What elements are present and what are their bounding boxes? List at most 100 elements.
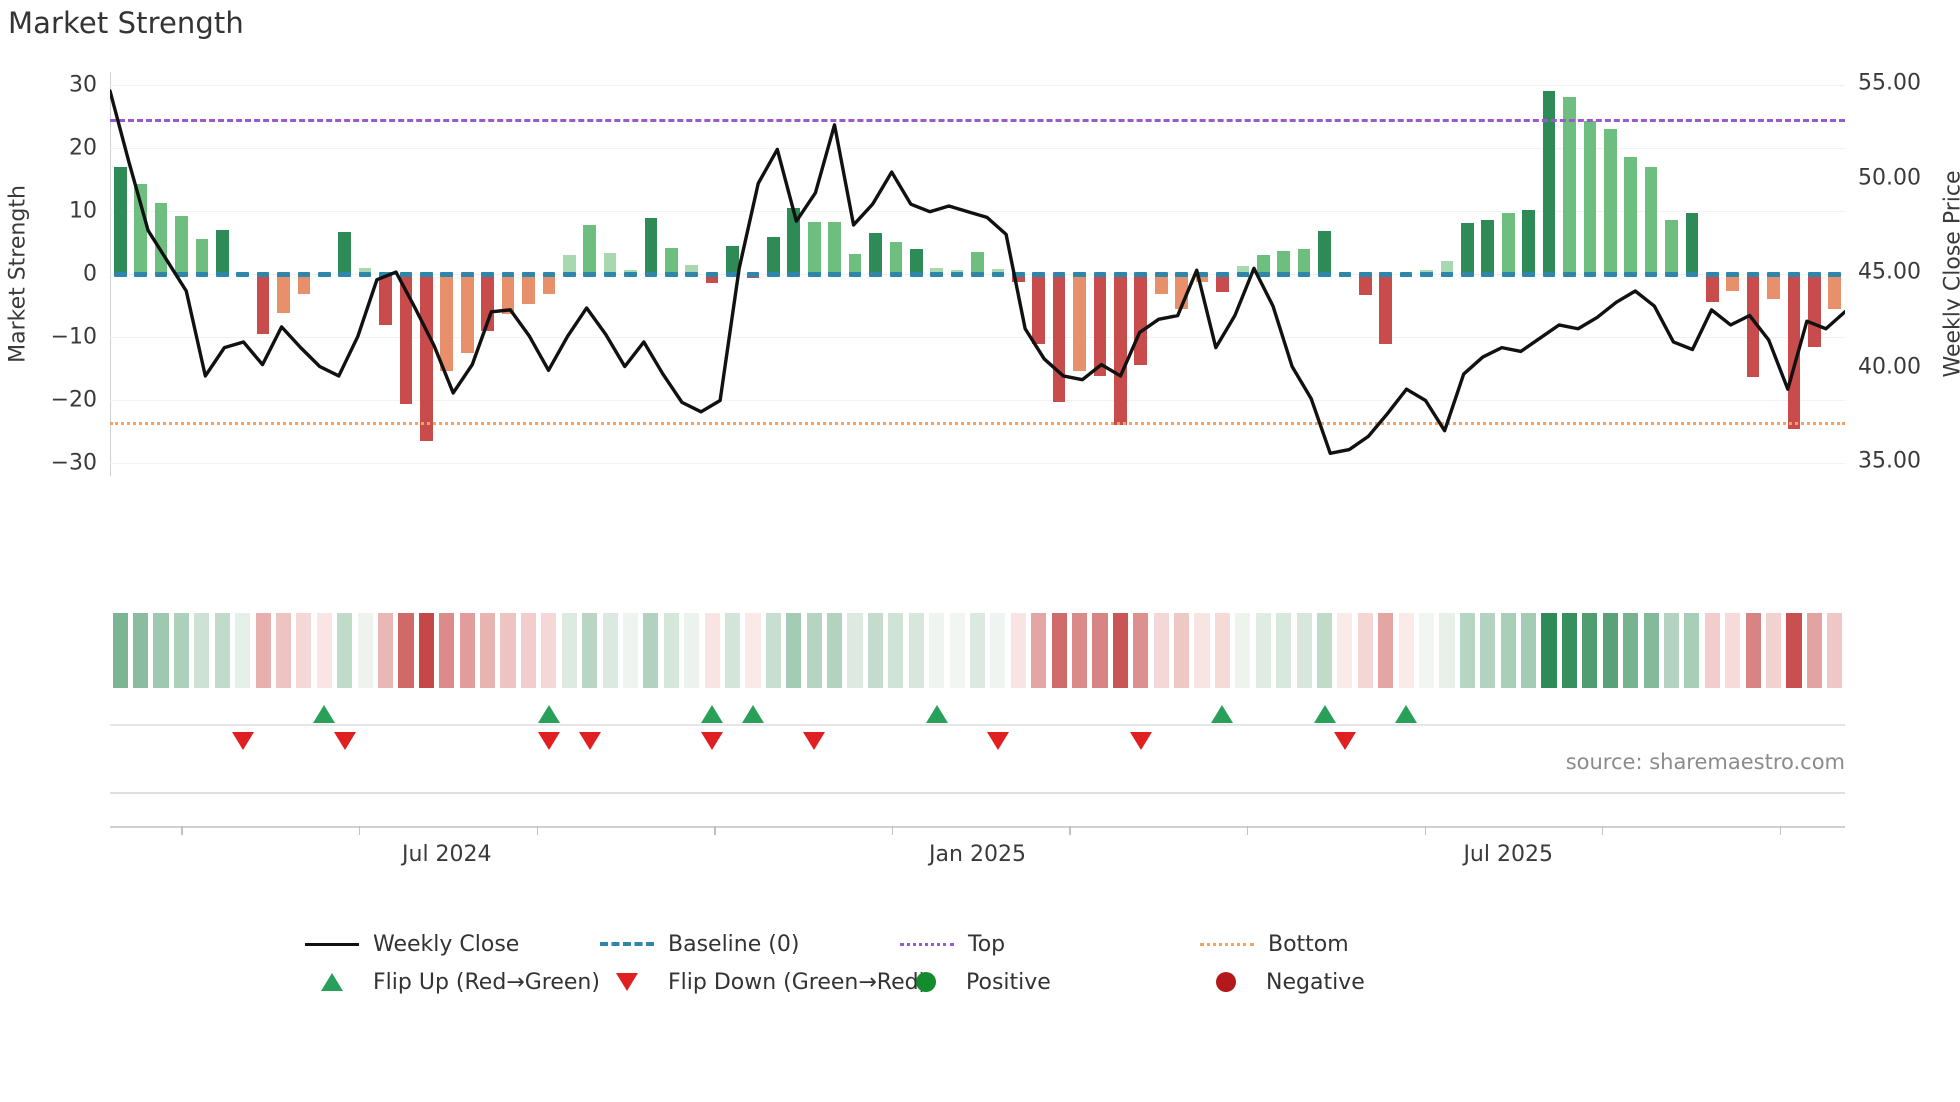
- heatmap-cell: [235, 613, 251, 688]
- baseline-segment: [1726, 271, 1740, 277]
- strength-bar: [460, 274, 474, 353]
- y-tick-label-left: 30: [69, 72, 97, 98]
- x-axis-minor-tick: [1779, 826, 1782, 835]
- dotted-line-swatch-icon: [1200, 942, 1254, 946]
- legend-label: Flip Down (Green→Red): [668, 969, 928, 995]
- flip-up-marker: [1395, 705, 1418, 723]
- strength-bar: [685, 265, 699, 274]
- legend-item-top[interactable]: Top: [900, 925, 1005, 963]
- baseline-segment: [1379, 271, 1393, 277]
- strength-bar: [848, 253, 862, 274]
- gridline: [110, 400, 1845, 402]
- gridline: [110, 84, 1845, 86]
- baseline-segment: [1644, 271, 1658, 277]
- baseline-segment: [1705, 271, 1719, 277]
- baseline-segment: [317, 271, 331, 277]
- strength-bar: [1011, 274, 1025, 282]
- heatmap-cell: [1296, 613, 1312, 688]
- baseline-segment: [909, 271, 923, 277]
- x-axis-dates: Jul 2024 Jan 2025 Jul 2025: [110, 826, 1845, 886]
- heatmap-cell: [1235, 613, 1251, 688]
- baseline-segment: [1828, 271, 1842, 277]
- strength-bar: [1154, 274, 1168, 294]
- heatmap-cell: [1725, 613, 1741, 688]
- strength-bar: [1379, 274, 1393, 345]
- heatmap-cell: [1541, 613, 1557, 688]
- baseline-segment: [971, 271, 984, 277]
- heatmap-cell: [622, 613, 639, 688]
- heatmap-cell: [1582, 613, 1598, 688]
- baseline-segment: [991, 271, 1005, 277]
- heatmap-cell: [745, 613, 761, 688]
- baseline-segment: [685, 271, 699, 277]
- strength-bar: [1726, 274, 1740, 292]
- baseline-segment: [1073, 271, 1086, 277]
- gridline: [110, 210, 1845, 212]
- x-axis-minor-tick: [1069, 826, 1071, 835]
- heatmap-cell: [786, 613, 802, 688]
- heatmap-cell: [765, 613, 781, 688]
- baseline-segment: [297, 271, 311, 277]
- baseline-segment: [1481, 271, 1495, 277]
- baseline-segment: [256, 271, 270, 277]
- legend-item-flip-down[interactable]: Flip Down (Green→Red): [600, 963, 927, 1001]
- baseline-segment: [726, 271, 739, 277]
- heatmap-cell: [867, 613, 883, 688]
- heatmap-cell: [969, 613, 986, 688]
- baseline-segment: [542, 271, 556, 277]
- baseline-segment: [705, 271, 719, 277]
- strength-bar: [1481, 219, 1495, 274]
- legend-item-negative[interactable]: Negative: [1200, 963, 1365, 1001]
- strength-bar: [501, 274, 515, 314]
- strength-bar: [1522, 209, 1535, 274]
- y-axis-right-label: Weekly Close Price: [1940, 170, 1960, 378]
- heatmap-cell: [1663, 613, 1680, 688]
- strength-bar: [664, 248, 678, 274]
- baseline-segment: [1501, 271, 1515, 277]
- baseline-segment: [1277, 271, 1290, 277]
- baseline-segment: [1358, 271, 1372, 277]
- heatmap-cell: [561, 613, 577, 688]
- baseline-segment: [1440, 271, 1454, 277]
- baseline-segment: [1746, 271, 1760, 277]
- legend-item-weekly-close[interactable]: Weekly Close: [305, 925, 519, 963]
- strength-bar: [277, 274, 290, 314]
- strength-bar: [828, 221, 841, 274]
- baseline-segment: [644, 271, 658, 277]
- heatmap-cell: [908, 613, 924, 688]
- flip-up-marker: [925, 705, 948, 723]
- heatmap-cell: [1704, 613, 1720, 688]
- heatmap-cell: [1459, 613, 1475, 688]
- baseline-segment: [1297, 271, 1311, 277]
- flip-up-marker: [741, 705, 764, 723]
- y-tick-label-right: 50.00: [1858, 165, 1921, 191]
- heatmap-cell: [1439, 613, 1455, 688]
- strength-bar: [522, 274, 535, 304]
- flip-down-marker: [986, 732, 1009, 750]
- heatmap-cell: [725, 613, 741, 688]
- legend-item-baseline[interactable]: Baseline (0): [600, 925, 799, 963]
- heatmap-cell: [194, 613, 210, 688]
- heatmap-cell: [1174, 613, 1190, 688]
- baseline-segment: [440, 271, 454, 277]
- strength-bar: [889, 241, 903, 274]
- strength-bar: [1685, 213, 1699, 274]
- legend-row-1: Weekly Close Baseline (0) Top Bottom: [110, 925, 1845, 963]
- baseline-segment: [1318, 271, 1331, 277]
- y-tick-label-left: 10: [69, 198, 97, 224]
- strength-bar: [1808, 274, 1821, 348]
- baseline-segment: [399, 271, 413, 277]
- heatmap-cell: [153, 613, 169, 688]
- heatmap-cell: [1337, 613, 1353, 688]
- heatmap-cell: [500, 613, 516, 688]
- heatmap-cell: [337, 613, 353, 688]
- baseline-segment: [1114, 271, 1127, 277]
- legend-item-positive[interactable]: Positive: [900, 963, 1051, 1001]
- strength-bar: [1583, 120, 1597, 274]
- legend-item-flip-up[interactable]: Flip Up (Red→Green): [305, 963, 600, 1001]
- strength-bar: [1705, 274, 1719, 303]
- heatmap-cell: [888, 613, 904, 688]
- strength-bar: [542, 274, 556, 295]
- legend-item-bottom[interactable]: Bottom: [1200, 925, 1349, 963]
